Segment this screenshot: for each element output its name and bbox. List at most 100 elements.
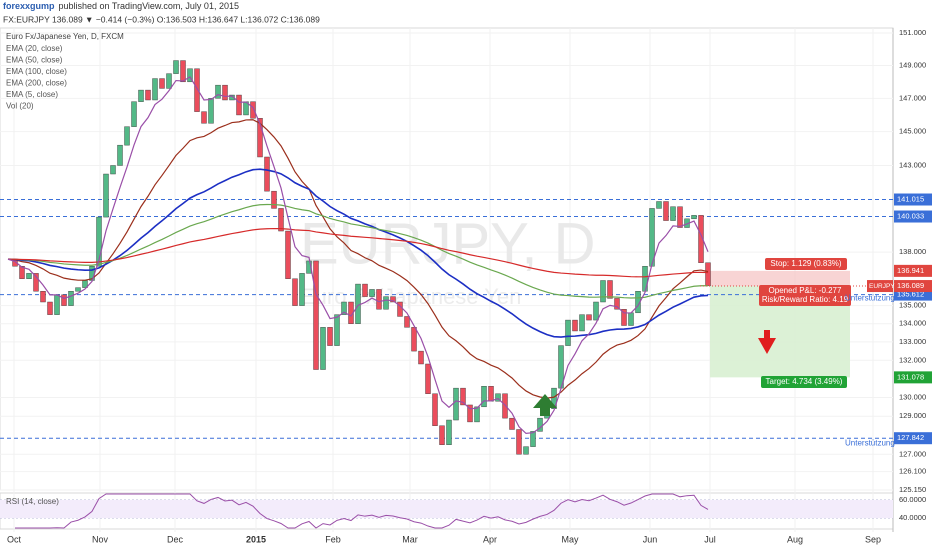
author: forexxgump <box>3 1 55 11</box>
price-tag <box>894 264 932 277</box>
symbol-tag-label: EURJPY <box>869 283 895 290</box>
candle <box>257 118 263 158</box>
candle <box>271 190 277 209</box>
candle <box>425 363 431 394</box>
ema-line <box>7 119 709 399</box>
watermark-name: Euro Fx/Japanese Yen <box>300 284 521 309</box>
stop-zone <box>710 270 850 287</box>
candle <box>152 78 158 101</box>
price-tag-label: 127.842 <box>897 433 924 442</box>
candle <box>110 165 116 175</box>
ema-line <box>7 227 709 278</box>
price-tag-label: 140.033 <box>897 212 924 221</box>
candle <box>145 89 151 101</box>
price-tag <box>894 432 932 445</box>
candle <box>390 296 396 303</box>
price-tag <box>894 371 932 384</box>
candle <box>656 201 662 209</box>
candle <box>54 294 60 315</box>
candle <box>320 327 326 370</box>
price-tag-label: 141.015 <box>897 194 924 203</box>
x-tick-label: Mar <box>402 534 418 544</box>
position-label-box <box>759 285 851 306</box>
header-bg <box>0 0 932 27</box>
header-line: forexxgump published on TradingView.com, … <box>3 1 239 11</box>
rsi-band <box>0 500 893 518</box>
candle <box>208 98 214 124</box>
price-tag-label: 135.612 <box>897 290 924 299</box>
y-tick-label: 147.000 <box>899 93 926 102</box>
candle <box>341 301 347 315</box>
candle <box>264 156 270 192</box>
candle <box>691 215 697 220</box>
candle <box>292 278 298 306</box>
support-label: Unterstützung <box>845 438 895 447</box>
candle <box>355 283 361 324</box>
quote: FX:EURJPY 136.089 ▼ −0.414 (−0.3%) O:136… <box>3 14 320 24</box>
candle <box>96 216 102 267</box>
candle <box>103 173 109 218</box>
price-tag <box>894 210 932 223</box>
candle <box>586 314 592 321</box>
candle <box>621 309 627 326</box>
candle <box>523 446 529 455</box>
candle <box>33 273 39 292</box>
y-tick-label: 129.000 <box>899 411 926 420</box>
price-tag <box>894 193 932 206</box>
candle <box>236 94 242 116</box>
candle <box>488 386 494 402</box>
position-label-box <box>761 376 847 388</box>
y-tick-label: 127.000 <box>899 449 926 458</box>
candle <box>467 404 473 423</box>
candle <box>117 144 123 166</box>
candle <box>250 101 256 119</box>
position-label: Stop: 1.129 (0.83%) <box>770 259 841 268</box>
ema-line <box>7 203 709 299</box>
x-tick-label: Sep <box>865 534 881 544</box>
candle <box>383 296 389 310</box>
candle <box>670 206 676 221</box>
candle <box>159 78 165 89</box>
y-tick-label: 130.000 <box>899 392 926 401</box>
candle <box>180 60 186 83</box>
legend-entry: EMA (50, close) <box>6 56 63 65</box>
candle <box>299 273 305 306</box>
candle <box>334 314 340 346</box>
legend-entry: EMA (20, close) <box>6 44 63 53</box>
candle <box>446 419 452 445</box>
candle <box>285 230 291 279</box>
y-tick-label: 132.000 <box>899 355 926 364</box>
candle <box>600 280 606 303</box>
sell-arrow <box>758 330 776 354</box>
candle <box>166 73 172 89</box>
candle <box>327 327 333 346</box>
candle <box>705 262 711 287</box>
candle <box>677 206 683 228</box>
y-tick-label: 149.000 <box>899 60 926 69</box>
x-tick-label: Nov <box>92 534 109 544</box>
y-tick-label: 138.000 <box>899 247 926 256</box>
y-tick-label: 135.000 <box>899 301 926 310</box>
position-label: Risk/Reward Ratio: 4.19 <box>762 295 849 304</box>
candle <box>215 84 221 99</box>
y-tick-label: 126.100 <box>899 467 926 476</box>
x-tick-label: Aug <box>787 534 803 544</box>
rsi-line <box>15 493 709 529</box>
price-tag-label: 136.089 <box>897 281 924 290</box>
candle <box>453 387 459 421</box>
watermark-symbol: EURJPY, D <box>300 211 595 276</box>
price-tag-label: 136.941 <box>897 266 924 275</box>
ema-line <box>7 76 709 435</box>
candle <box>474 406 480 423</box>
y-tick-label: 151.000 <box>899 28 926 37</box>
y-tick-label: 133.000 <box>899 337 926 346</box>
x-tick-label: Apr <box>483 534 497 544</box>
x-tick-label: May <box>561 534 579 544</box>
legend-entry: Vol (20) <box>6 102 34 111</box>
candle <box>509 417 515 430</box>
x-tick-label: 2015 <box>246 534 266 544</box>
published: published on TradingView.com, July 01, 2… <box>59 1 239 11</box>
x-tick-label: Jun <box>643 534 658 544</box>
candle <box>460 387 466 406</box>
